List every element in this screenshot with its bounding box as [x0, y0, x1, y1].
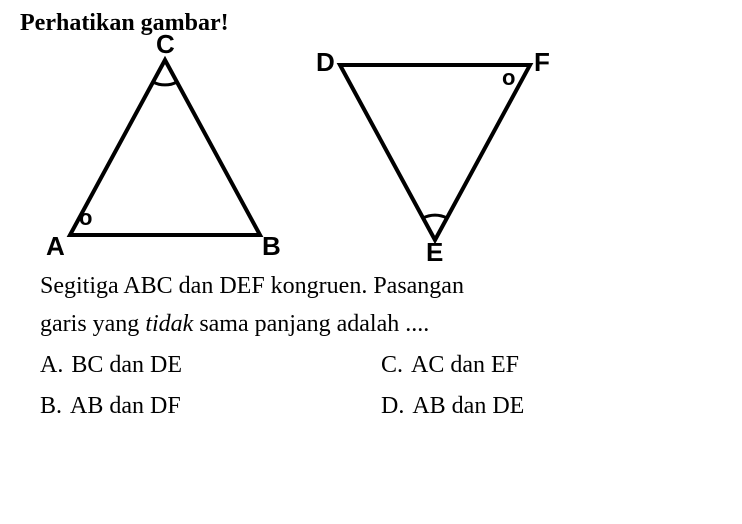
question-text: Segitiga ABC dan DEF kongruen. Pasangan …: [40, 267, 722, 344]
question-line2-italic: tidak: [145, 311, 193, 337]
vertex-b-label: B: [262, 231, 281, 262]
angle-arc-e: [423, 215, 447, 218]
diagrams-row: A B C o D E F o: [50, 45, 722, 255]
option-b: B. AB dan DF: [40, 393, 381, 420]
triangle-def-svg: [320, 45, 550, 255]
option-b-label: B.: [40, 393, 62, 420]
option-d-text: AB dan DE: [412, 393, 524, 420]
title: Perhatikan gambar!: [20, 10, 722, 37]
vertex-f-label: F: [534, 47, 550, 78]
option-c: C. AC dan EF: [381, 352, 722, 379]
triangle-abc: A B C o: [50, 45, 280, 255]
vertex-d-label: D: [316, 47, 335, 78]
angle-arc-c: [153, 82, 177, 85]
option-a-text: BC dan DE: [71, 352, 182, 379]
option-c-text: AC dan EF: [411, 352, 519, 379]
option-a-label: A.: [40, 352, 63, 379]
question-line1-rest: ABC dan DEF kongruen. Pasangan: [119, 273, 464, 299]
question-line2-prefix: garis yang: [40, 311, 145, 337]
vertex-c-label: C: [156, 29, 175, 60]
question-line1-prefix: Segitiga: [40, 273, 119, 299]
option-d-label: D.: [381, 393, 404, 420]
vertex-a-label: A: [46, 231, 65, 262]
option-a: A. BC dan DE: [40, 352, 381, 379]
options-grid: A. BC dan DE C. AC dan EF B. AB dan DF D…: [40, 352, 722, 420]
angle-mark-a: o: [79, 205, 92, 231]
option-c-label: C.: [381, 352, 403, 379]
angle-mark-f: o: [502, 65, 515, 91]
triangle-def: D E F o: [320, 45, 550, 255]
option-b-text: AB dan DF: [70, 393, 181, 420]
option-d: D. AB dan DE: [381, 393, 722, 420]
vertex-e-label: E: [426, 237, 443, 268]
question-line2-rest: sama panjang adalah ....: [193, 311, 429, 337]
